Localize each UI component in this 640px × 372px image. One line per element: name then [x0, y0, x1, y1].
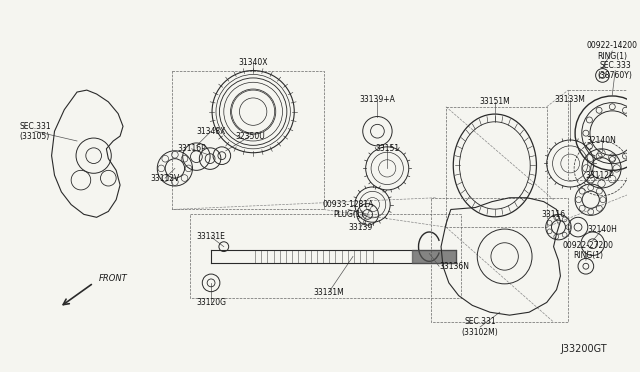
Text: 33151M: 33151M: [479, 97, 510, 106]
Text: 33139: 33139: [349, 222, 373, 232]
Text: 00922-14200
RING(1): 00922-14200 RING(1): [587, 41, 638, 61]
Text: 31340X: 31340X: [239, 58, 268, 67]
Text: 33139+A: 33139+A: [360, 95, 396, 105]
Text: 33112V: 33112V: [150, 174, 180, 183]
Text: 33112P: 33112P: [585, 171, 614, 180]
Text: 00933-1281A
PLUG(1): 00933-1281A PLUG(1): [323, 200, 374, 219]
Text: SEC.331
(33102M): SEC.331 (33102M): [462, 317, 499, 337]
Text: 33120G: 33120G: [196, 298, 226, 307]
Text: 32350U: 32350U: [236, 132, 265, 141]
Text: 33133M: 33133M: [555, 95, 586, 105]
Text: 33131M: 33131M: [313, 288, 344, 297]
Text: 31348X: 31348X: [196, 127, 226, 136]
Text: 00922-27200
RING(1): 00922-27200 RING(1): [563, 241, 613, 260]
Text: 32140N: 32140N: [587, 137, 616, 145]
Text: 33116: 33116: [541, 210, 566, 219]
Text: 33136N: 33136N: [439, 262, 469, 271]
Text: SEC.331
(33105): SEC.331 (33105): [19, 122, 51, 141]
Text: SEC.333
(38760Y): SEC.333 (38760Y): [598, 61, 633, 80]
Text: 33131E: 33131E: [196, 232, 225, 241]
Text: 32140H: 32140H: [588, 225, 618, 234]
Text: 33116P: 33116P: [177, 144, 206, 153]
Text: 33151: 33151: [375, 144, 399, 153]
Text: J33200GT: J33200GT: [561, 344, 607, 354]
Text: FRONT: FRONT: [99, 275, 127, 283]
